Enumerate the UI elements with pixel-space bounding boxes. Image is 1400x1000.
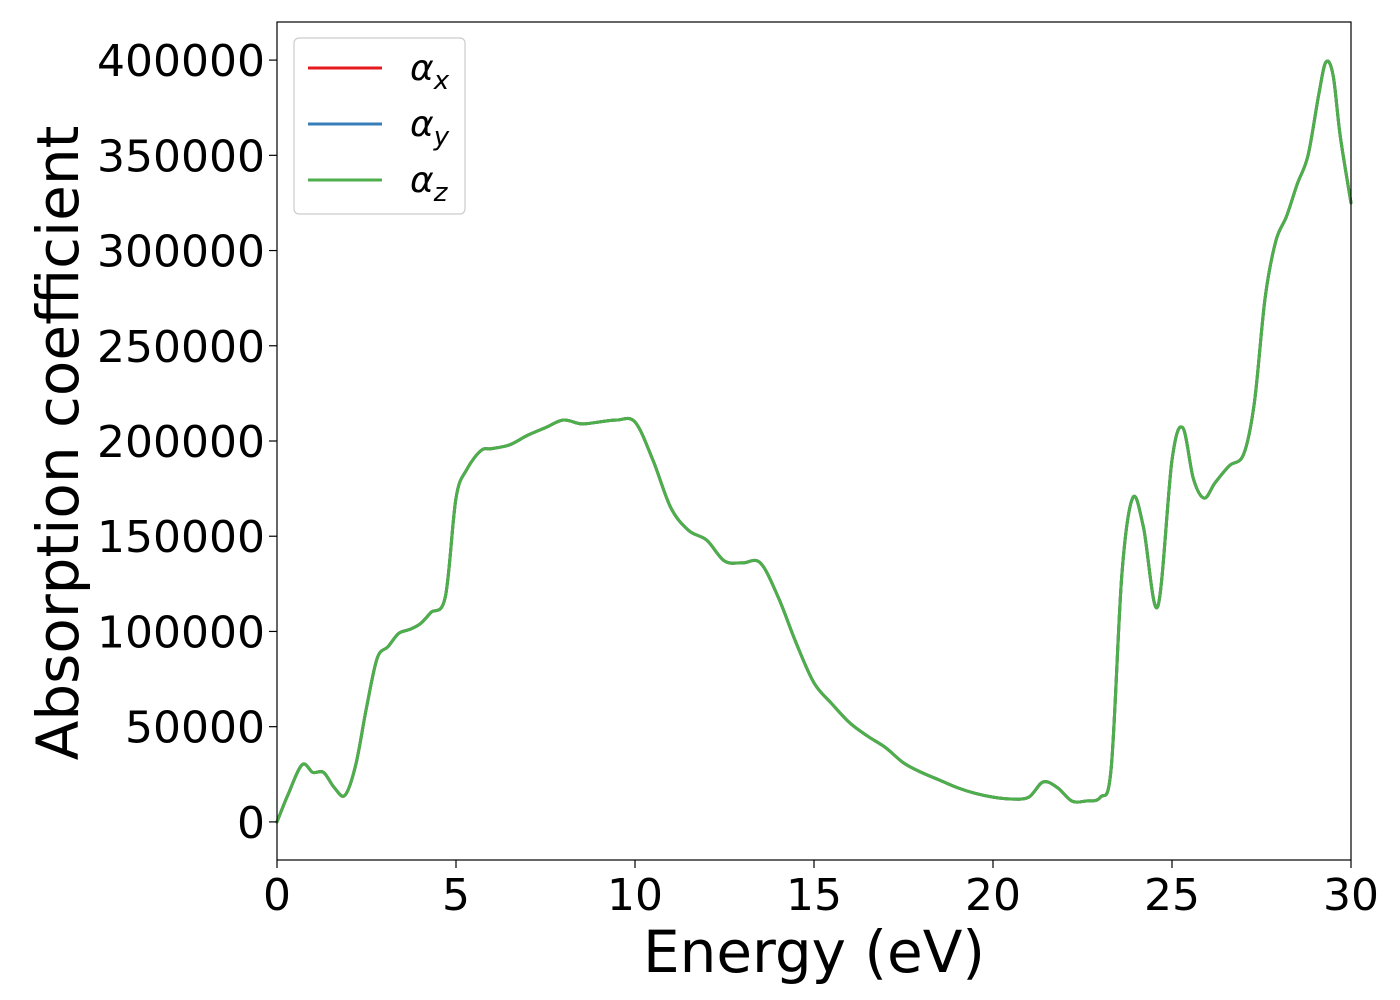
y-tick-label: 200000 bbox=[97, 417, 265, 468]
legend-label: αy bbox=[410, 104, 450, 152]
x-tick-label: 15 bbox=[786, 870, 842, 921]
legend-label: αz bbox=[410, 160, 449, 208]
x-tick-label: 20 bbox=[965, 870, 1021, 921]
x-axis-title: Energy (eV) bbox=[643, 918, 985, 986]
y-tick-label: 50000 bbox=[125, 703, 265, 754]
x-tick-label: 30 bbox=[1323, 870, 1379, 921]
series-line-3 bbox=[275, 59, 1353, 824]
y-tick-label: 400000 bbox=[97, 36, 265, 87]
x-tick-label: 0 bbox=[263, 870, 291, 921]
y-tick-label: 150000 bbox=[97, 512, 265, 563]
x-tick-label: 10 bbox=[607, 870, 663, 921]
x-tick-label: 5 bbox=[442, 870, 470, 921]
y-axis-title: Absorption coefficient bbox=[24, 126, 92, 761]
x-tick-label: 25 bbox=[1144, 870, 1200, 921]
y-tick-label: 300000 bbox=[97, 227, 265, 278]
y-tick-label: 350000 bbox=[97, 131, 265, 182]
legend: αx αy αz bbox=[293, 37, 466, 215]
series-layer bbox=[275, 59, 1353, 824]
legend-box bbox=[293, 37, 466, 215]
legend-label: αx bbox=[410, 48, 450, 96]
axes-layer: 0 5 10 15 20 25 30 0 50000 100000 150000 200000 2500… bbox=[97, 21, 1379, 921]
y-tick-label: 250000 bbox=[97, 322, 265, 373]
y-tick-label: 100000 bbox=[97, 607, 265, 658]
y-tick-label: 0 bbox=[237, 798, 265, 849]
